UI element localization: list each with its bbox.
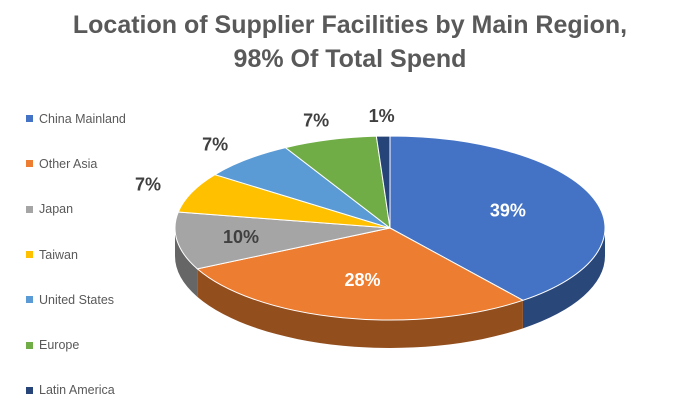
chart-legend: China Mainland Other Asia Japan Taiwan Unite… bbox=[26, 96, 176, 413]
legend-item-latin-america: Latin America bbox=[26, 368, 176, 413]
legend-item-united-states: United States bbox=[26, 277, 176, 322]
pie-slice-other-asia bbox=[196, 227, 525, 321]
legend-label-latin-america: Latin America bbox=[39, 383, 115, 398]
legend-item-taiwan: Taiwan bbox=[26, 232, 176, 277]
pie-slice-japan bbox=[174, 211, 391, 270]
data-label-latin-america: 1% bbox=[369, 106, 395, 126]
chart-subtitle: 98% Of Total Spend bbox=[233, 45, 467, 73]
legend-item-japan: Japan bbox=[26, 187, 176, 232]
data-label-japan: 10% bbox=[223, 227, 259, 247]
data-label-united-states: 7% bbox=[202, 134, 228, 154]
legend-label-europe: Europe bbox=[39, 338, 80, 353]
legend-swatch-europe bbox=[26, 341, 33, 349]
pie-slice-china-mainland bbox=[389, 135, 606, 301]
data-label-other-asia: 28% bbox=[345, 270, 381, 290]
legend-swatch-china-mainland bbox=[26, 115, 33, 123]
legend-label-united-states: United States bbox=[39, 292, 115, 307]
legend-swatch-japan bbox=[26, 205, 33, 213]
legend-item-other-asia: Other Asia bbox=[26, 141, 176, 186]
legend-swatch-other-asia bbox=[26, 160, 33, 168]
pie-data-labels: 39% 28% 10% 7% 7% 7% 1% bbox=[135, 106, 526, 290]
data-label-taiwan: 7% bbox=[135, 175, 161, 195]
chart-title: Location of Supplier Facilities by Main … bbox=[0, 8, 700, 76]
legend-label-taiwan: Taiwan bbox=[39, 247, 78, 262]
data-label-europe: 7% bbox=[303, 110, 329, 130]
pie-slice-latin-america bbox=[375, 135, 391, 229]
chart-title-line-1: Location of Supplier Facilities by Main … bbox=[72, 11, 628, 39]
pie-side-other-asia bbox=[197, 268, 523, 349]
legend-swatch-united-states bbox=[26, 296, 33, 304]
legend-swatch-taiwan bbox=[26, 251, 33, 259]
legend-item-europe: Europe bbox=[26, 322, 176, 367]
legend-item-china-mainland: China Mainland bbox=[26, 96, 176, 141]
legend-label-china-mainland: China Mainland bbox=[39, 111, 126, 126]
legend-label-other-asia: Other Asia bbox=[39, 156, 98, 171]
pie-side-walls bbox=[175, 228, 605, 349]
pie-side-japan bbox=[175, 228, 198, 297]
pie-side-china-mainland bbox=[522, 228, 605, 329]
legend-label-japan: Japan bbox=[39, 202, 74, 217]
data-label-china-mainland: 39% bbox=[490, 201, 526, 221]
legend-swatch-latin-america bbox=[26, 386, 33, 394]
pie-slices bbox=[174, 135, 606, 321]
